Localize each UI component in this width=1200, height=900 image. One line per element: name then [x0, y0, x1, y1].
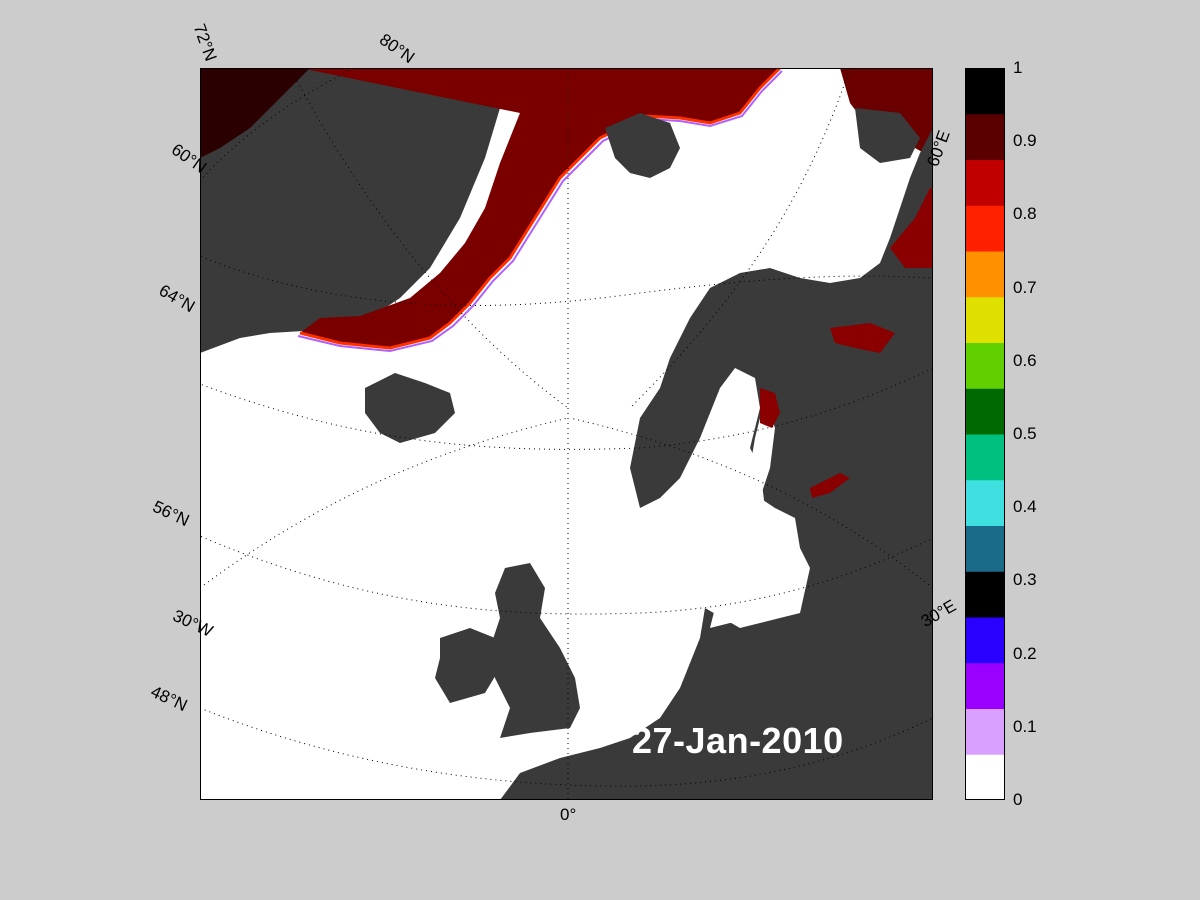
- colorbar-tick-label: 0: [1013, 790, 1023, 809]
- colorbar-tick-label: 0.2: [1013, 643, 1037, 663]
- colorbar-tick-label: 0.4: [1013, 497, 1037, 517]
- colorbar-tick-label: 0.7: [1013, 277, 1037, 297]
- lat-label-80n: 80°N: [375, 29, 418, 68]
- sea-ice-kara: [890, 188, 933, 268]
- colorbar-stripe: [965, 159, 1005, 206]
- colorbar-tick-label: 0.9: [1013, 131, 1037, 151]
- lat-label-72n: 72°N: [189, 21, 221, 64]
- colorbar-stripe: [965, 662, 1005, 709]
- lon-label-0: 0°: [560, 805, 577, 824]
- colorbar-stripe: [965, 434, 1005, 481]
- colorbar-stripe: [965, 205, 1005, 252]
- iceland: [365, 373, 455, 443]
- colorbar-stripe: [965, 388, 1005, 435]
- lat-label-48n: 48°N: [147, 681, 191, 716]
- colorbar-stripe: [965, 342, 1005, 389]
- colorbar-stripe: [965, 708, 1005, 755]
- sea-ice-edge-fringe: [297, 70, 783, 353]
- date-label: 27-Jan-2010: [632, 720, 844, 761]
- ireland: [435, 628, 500, 703]
- colorbar-stripe: [965, 617, 1005, 664]
- colorbar-tick-label: 1: [1013, 58, 1023, 77]
- colorbar-tick-label: 0.8: [1013, 204, 1037, 224]
- sea-ice-white-sea: [830, 323, 895, 353]
- scandinavia-russia-land: [500, 128, 933, 800]
- colorbar-tick-label: 0.6: [1013, 350, 1037, 370]
- lat-label-64n: 64°N: [155, 280, 199, 317]
- colorbar-tick-label: 0.5: [1013, 424, 1037, 443]
- sea-ice-map: [139, 0, 934, 800]
- map-panel: [139, 0, 934, 800]
- great-britain: [490, 563, 580, 738]
- colorbar: [965, 68, 1005, 800]
- map-frame: [200, 68, 933, 800]
- colorbar-tick-label: 0.1: [1013, 716, 1037, 736]
- colorbar-stripe: [965, 479, 1005, 526]
- sea-ice-edge: [299, 66, 782, 350]
- colorbar-stripe: [965, 754, 1005, 800]
- colorbar-stripe: [965, 68, 1005, 115]
- sea-ice-finland: [810, 473, 850, 498]
- colorbar-stripe: [965, 571, 1005, 618]
- sea-ice-bothnia: [760, 388, 780, 428]
- colorbar-stripe: [965, 113, 1005, 160]
- svalbard: [605, 113, 680, 178]
- sea-ice-nw: [200, 68, 310, 158]
- greenland-land: [200, 68, 530, 353]
- novaya-zemlya: [855, 108, 920, 163]
- colorbar-stripe: [965, 525, 1005, 572]
- baltic-sea: [710, 398, 805, 628]
- colorbar-tick-label: 0.3: [1013, 570, 1037, 590]
- lat-label-56n: 56°N: [149, 496, 193, 531]
- colorbar-stripe: [965, 251, 1005, 298]
- colorbar-stripe: [965, 296, 1005, 343]
